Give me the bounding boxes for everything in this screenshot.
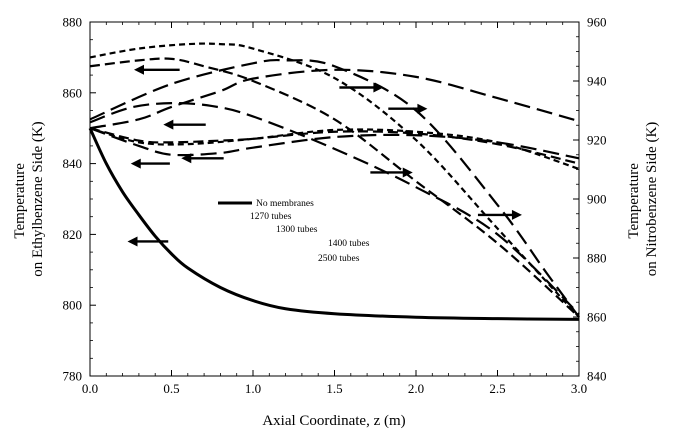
y-axis-left-title-line-2: on Ethylbenzene Side (K)	[30, 121, 46, 276]
arrow-right	[370, 167, 413, 178]
legend-label-no-membranes: No membranes	[256, 199, 314, 209]
arrow-left	[163, 119, 206, 130]
y-axis-right-title-line-2: on Nitrobenzene Side (K)	[644, 122, 660, 277]
x-tick-label: 0.5	[163, 381, 179, 396]
legend-label-1400-tubes: 1400 tubes	[328, 239, 370, 249]
legend-label-1300-tubes: 1300 tubes	[276, 225, 318, 235]
series-line-no-membranes-left	[88, 127, 580, 321]
series-lines	[88, 42, 580, 321]
arrow-right	[477, 209, 522, 220]
x-tick-label: 2.0	[408, 381, 424, 396]
series-line-1400-tubes-right	[89, 57, 580, 318]
y-left-tick-label: 860	[63, 85, 83, 100]
arrow-left	[127, 236, 169, 247]
legend-label-2500-tubes: 2500 tubes	[318, 254, 360, 264]
legend-box	[214, 196, 376, 266]
arrow-head	[511, 209, 522, 220]
arrow-head	[163, 119, 174, 130]
y-left-tick-label: 800	[63, 298, 83, 313]
series-line-1400-tubes-left	[89, 127, 580, 165]
arrow-head	[130, 158, 141, 169]
arrow-head	[373, 82, 384, 93]
legend-label-1270-tubes: 1270 tubes	[250, 212, 292, 222]
y-right-tick-label: 880	[587, 251, 607, 266]
arrow-right	[339, 82, 384, 93]
y-axis-right-title: Temperature on Nitrobenzene Side (K)	[626, 122, 660, 277]
series-line-1270-tubes-left	[89, 127, 580, 160]
y-right-tick-label: 940	[587, 74, 607, 89]
y-right-tick-label: 900	[587, 192, 607, 207]
series-line-2500-tubes-left	[89, 127, 580, 170]
arrow-left	[130, 158, 170, 169]
y-left-tick-label: 840	[63, 156, 83, 171]
arrow-head	[417, 103, 428, 114]
legend: No membranes 1270 tubes 1300 tubes 1400 …	[214, 196, 376, 266]
arrow-head	[402, 167, 413, 178]
y-axis-right-title-line-1: Temperature	[626, 163, 642, 239]
y-right-tick-label: 920	[587, 133, 607, 148]
y-left-tick-label: 780	[63, 369, 83, 384]
y-axis-left-title: Temperature on Ethylbenzene Side (K)	[12, 121, 46, 276]
arrow-head	[181, 153, 192, 164]
x-tick-label: 1.0	[245, 381, 261, 396]
y-right-tick-label: 840	[587, 369, 607, 384]
series-line-1270-tubes-right	[89, 101, 580, 315]
arrow-right	[388, 103, 428, 114]
axis-indicator-arrows	[127, 64, 522, 247]
y-left-tick-label: 880	[63, 15, 83, 30]
arrow-left	[134, 64, 180, 75]
tick-labels: 0.0 0.5 1.0 1.5 2.0 2.5 3.0 780 800 820 840 860 880 8…	[63, 15, 607, 397]
axis-ticks	[89, 21, 580, 377]
x-axis-title: Axial Coordinate, z (m)	[262, 413, 405, 429]
arrow-left	[181, 153, 224, 164]
y-left-tick-label: 820	[63, 227, 83, 242]
x-tick-label: 3.0	[571, 381, 587, 396]
series-line-1300-tubes-left	[89, 68, 580, 130]
y-right-tick-label: 860	[587, 310, 607, 325]
y-axis-left-title-line-1: Temperature	[12, 163, 28, 239]
x-tick-label: 1.5	[326, 381, 342, 396]
y-right-tick-label: 960	[587, 15, 607, 30]
arrow-head	[134, 64, 145, 75]
series-line-2500-tubes-right	[89, 42, 580, 318]
x-tick-label: 0.0	[82, 381, 98, 396]
series-line-1300-tubes-right	[89, 58, 580, 318]
x-tick-label: 2.5	[489, 381, 505, 396]
arrow-head	[127, 236, 138, 247]
